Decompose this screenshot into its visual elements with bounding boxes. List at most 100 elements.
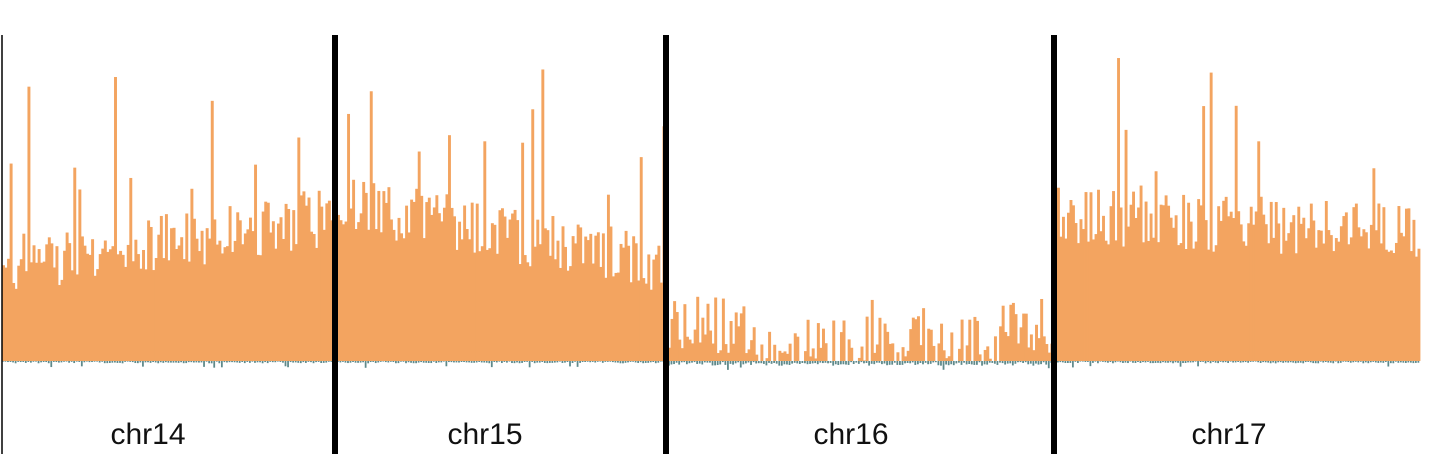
chr14-gain-bar [17,265,21,361]
chr14-loss-bar [50,361,53,368]
chr15-loss-bar [629,361,632,362]
chr14-gain-bar [208,238,212,361]
chr16-gain-bar [909,329,913,361]
chr14-gain-bar [327,200,331,361]
chr16-loss-bar [788,361,791,365]
chr14-loss-bar [134,361,137,364]
chr17-gain-bar [1092,239,1095,361]
chr17-loss-bar [1312,361,1315,364]
chr16-loss-bar [696,361,699,364]
chr17-loss-bar [1282,361,1285,363]
chr17-loss-bar [1147,361,1149,362]
chr17-gain-bar [1197,199,1201,361]
chr16-loss-bar [1040,361,1042,365]
chr17-loss-bar [1232,361,1234,363]
chr16-loss-bar [868,361,870,366]
chr15-loss-bar [405,361,407,364]
chr15-gain-bar [440,221,444,361]
chr15-gain-bar [442,207,446,361]
chr15-loss-bar [478,361,481,362]
chr16-loss-bar [911,361,914,363]
chr17-loss-bar [1062,361,1064,363]
chr14-gain-bar [2,265,5,361]
chr17-loss-bar [1269,361,1272,364]
chr17-gain-bar [1069,200,1073,361]
chr16-loss-bar [863,361,865,364]
chr14-loss-bar [231,361,233,363]
chr15-gain-bar [362,181,366,361]
chr16-loss-bar [981,361,983,366]
chr14-gain-bar [322,229,326,361]
chr14-gain-bar [42,261,46,361]
chr17-loss-bar [1379,361,1382,363]
chr15-loss-bar [566,361,569,362]
chr15-gain-bar [357,222,361,361]
chr17-gain-bar [1192,248,1196,361]
chr16-loss-bar [750,361,752,365]
chr16-loss-bar [737,361,740,363]
chr14-loss-bar [223,361,226,363]
chr16-loss-bar [806,361,809,365]
chr17-loss-bar [1187,361,1189,363]
chr16-loss-bar [952,361,955,366]
chr14-loss-bar [121,361,124,364]
chr16-gain-bar [911,317,915,361]
chr15-loss-bar [382,361,385,362]
chr14-loss-bar [330,361,333,362]
chr15-gain-bar [612,276,615,361]
chr16-loss-bar [847,361,850,365]
chr17-gain-bar [1397,206,1401,361]
chr17-gain-bar [1279,253,1283,361]
chr16-gain-bar [1037,338,1041,361]
chr16-gain-bar [1011,302,1015,361]
chr17-loss-bar [1412,361,1415,364]
chr15-gain-bar [465,229,469,361]
chr15-gain-bar [458,221,462,361]
chr15-loss-bar [622,361,624,364]
chr17-gain-bar [1409,251,1413,361]
chr15-gain-bar [364,192,368,361]
chr14-loss-bar [246,361,249,362]
chr14-gain-bar [248,217,252,361]
chr17-loss-bar [1362,361,1365,364]
chr16-gain-bar [906,350,910,361]
chr14-loss-bar [52,361,55,362]
chr14-gain-bar [223,247,227,361]
chr17-gain-bar [1177,245,1181,361]
chr15-gain-bar [523,255,527,361]
chr16-loss-bar [706,361,709,363]
chr14-loss-bar [60,361,63,363]
chr17-gain-bar [1337,241,1341,361]
chr17-gain-bar [1087,241,1090,361]
chr17-loss-bar [1219,361,1222,362]
chr15-loss-bar [543,361,546,363]
chr16-loss-bar [783,361,786,365]
chr14-loss-bar [103,361,106,364]
chr17-loss-bar [1139,361,1142,363]
chr14-gain-bar [80,236,84,361]
chr17-loss-bar [1274,361,1277,364]
chr14-gain-bar [60,279,64,361]
chr17-gain-bar [1097,189,1100,361]
chr17-gain-bar [1297,206,1301,361]
chr15-loss-bar [364,361,367,368]
chr14-gain-bar [172,227,176,361]
chr17-loss-bar [1414,361,1417,363]
chr16-gain-bar [1006,336,1010,361]
chr17-loss-bar [1397,361,1400,363]
chr15-loss-bar [548,361,551,363]
chr15-gain-bar [369,91,373,362]
chr17-loss-bar [1354,361,1357,362]
chr17-loss-bar [1192,361,1194,363]
chr16-gain-bar [914,319,918,361]
chr15-gain-bar [337,214,340,361]
chr14-loss-bar [210,361,213,364]
chr17-gain-bar [1309,203,1313,361]
chr15-loss-bar [463,361,465,363]
chr17-loss-bar [1404,361,1407,363]
chr14-loss-bar [22,361,25,362]
chr15-loss-bar [392,361,395,363]
chr14-loss-bar [119,361,121,363]
chr16-loss-bar [906,361,909,363]
chr14-gain-bar [261,211,265,361]
